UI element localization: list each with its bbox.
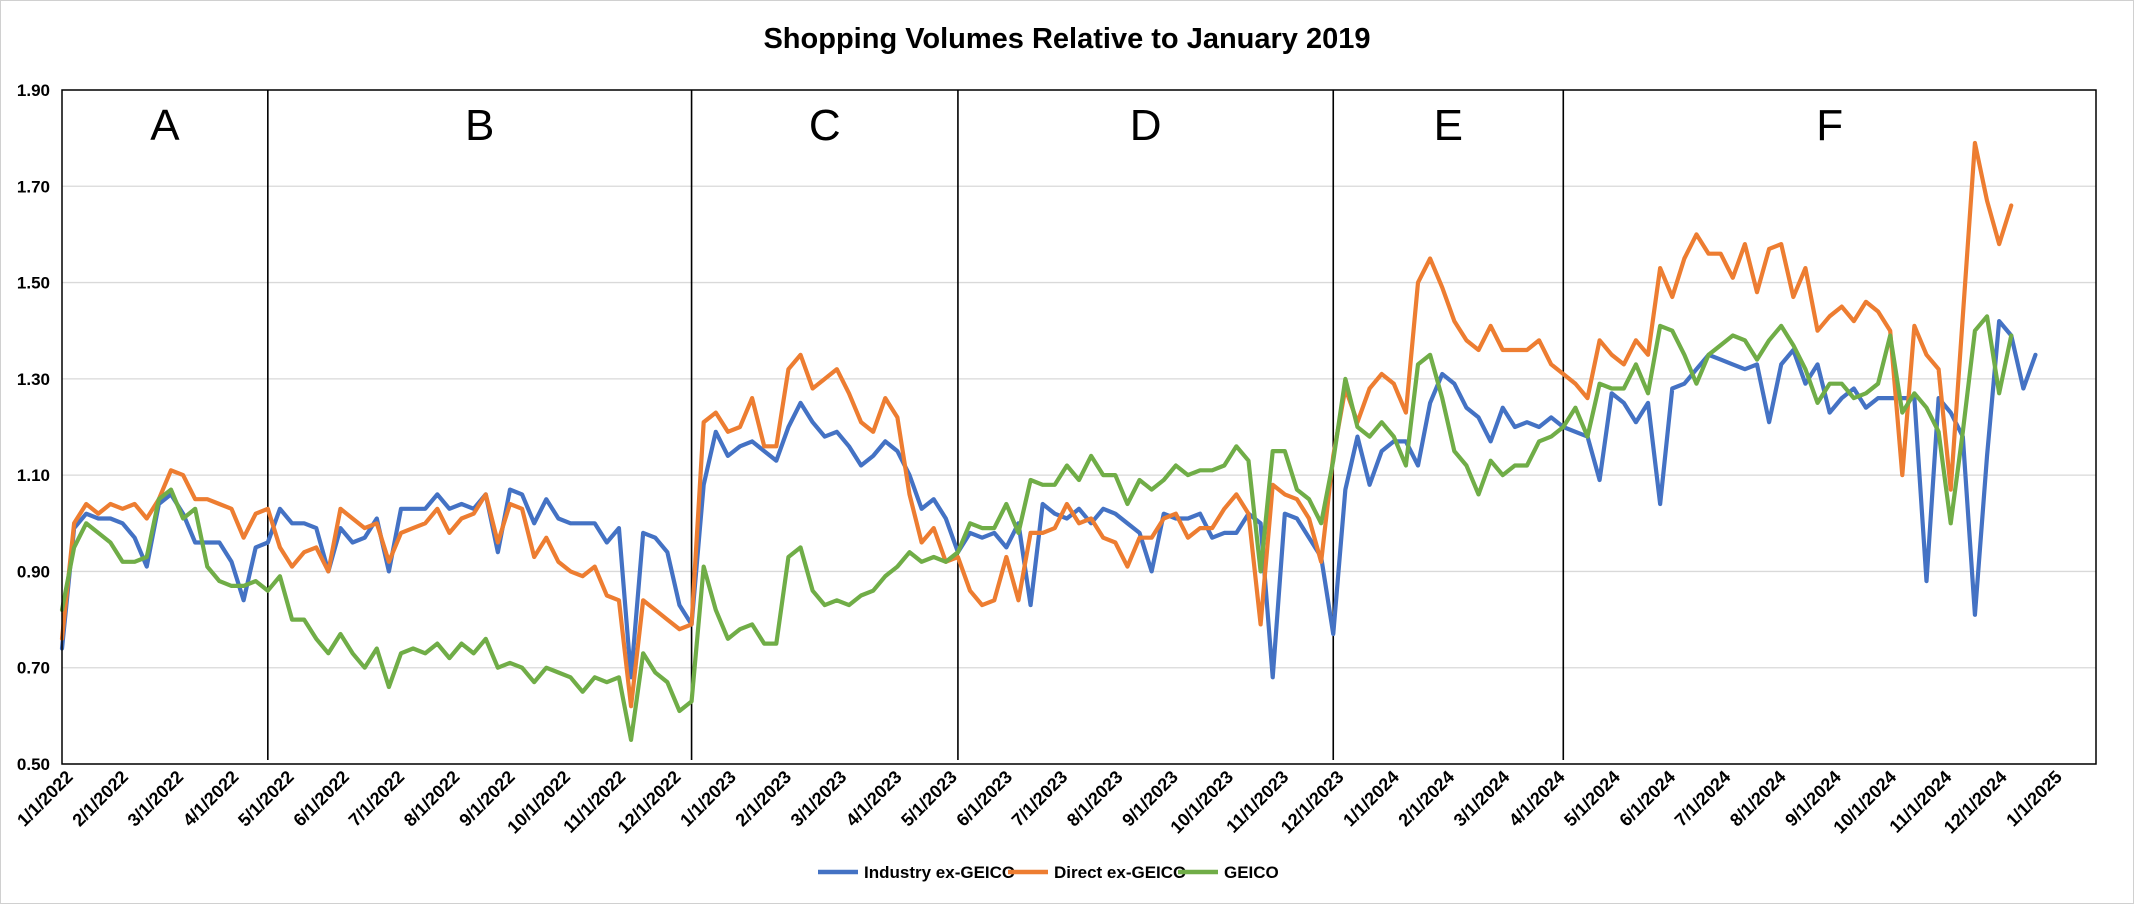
y-tick-label: 1.50	[17, 274, 50, 293]
segment-label: E	[1434, 101, 1463, 150]
legend-label: GEICO	[1224, 863, 1279, 882]
x-tick-label: 5/1/2023	[897, 767, 961, 831]
segment-label: D	[1130, 101, 1162, 150]
segment-label: B	[465, 101, 494, 150]
chart-title: Shopping Volumes Relative to January 201…	[763, 23, 1370, 55]
x-tick-label: 1/1/2024	[1339, 767, 1403, 831]
series-line	[59, 319, 2038, 680]
y-tick-label: 0.50	[17, 755, 50, 774]
y-tick-label: 1.30	[17, 370, 50, 389]
x-tick-label: 2/1/2022	[68, 767, 132, 831]
x-tick-label: 1/1/2023	[676, 767, 740, 831]
x-tick-label: 5/1/2022	[234, 767, 298, 831]
x-tick-label: 7/1/2023	[1008, 767, 1072, 831]
x-tick-label: 3/1/2024	[1450, 767, 1514, 831]
y-axis-ticks: 0.50 0.70 0.90 1.10 1.30 1.50 1.70 1.90	[17, 81, 50, 774]
y-tick-label: 0.70	[17, 659, 50, 678]
x-tick-label: 3/1/2022	[124, 767, 188, 831]
segment-label: F	[1816, 101, 1843, 150]
x-tick-label: 8/1/2023	[1063, 767, 1127, 831]
x-tick-label: 2/1/2024	[1394, 767, 1458, 831]
segment-label: C	[809, 101, 841, 150]
x-tick-label: 8/1/2024	[1726, 767, 1790, 831]
y-tick-label: 0.90	[17, 562, 50, 581]
x-tick-label: 6/1/2024	[1615, 767, 1679, 831]
x-tick-label: 1/1/2022	[13, 767, 77, 831]
x-tick-label: 7/1/2024	[1671, 767, 1735, 831]
series-line	[59, 314, 2014, 743]
x-tick-label: 5/1/2024	[1560, 767, 1624, 831]
y-tick-label: 1.90	[17, 81, 50, 100]
y-tick-label: 1.70	[17, 177, 50, 196]
y-tick-label: 1.10	[17, 466, 50, 485]
x-tick-label: 3/1/2023	[787, 767, 851, 831]
series-line	[59, 140, 2014, 709]
x-tick-label: 6/1/2022	[289, 767, 353, 831]
legend: Industry ex-GEICO Direct ex-GEICO GEICO	[818, 863, 1279, 882]
x-tick-label: 1/1/2025	[2002, 767, 2066, 831]
segment-labels: A B C D E F	[150, 101, 1843, 150]
legend-label: Direct ex-GEICO	[1054, 863, 1186, 882]
x-tick-label: 4/1/2023	[842, 767, 906, 831]
segment-dividers	[267, 90, 1565, 760]
x-axis-ticks: 1/1/20222/1/20223/1/20224/1/20225/1/2022…	[13, 767, 2066, 838]
x-tick-label: 4/1/2022	[179, 767, 243, 831]
plot-area-border	[61, 89, 2097, 765]
series-lines	[59, 140, 2038, 743]
x-tick-label: 8/1/2022	[400, 767, 464, 831]
x-tick-label: 7/1/2022	[345, 767, 409, 831]
legend-label: Industry ex-GEICO	[864, 863, 1015, 882]
segment-label: A	[150, 101, 180, 150]
x-tick-label: 4/1/2024	[1505, 767, 1569, 831]
x-tick-label: 6/1/2023	[952, 767, 1016, 831]
x-tick-label: 2/1/2023	[731, 767, 795, 831]
